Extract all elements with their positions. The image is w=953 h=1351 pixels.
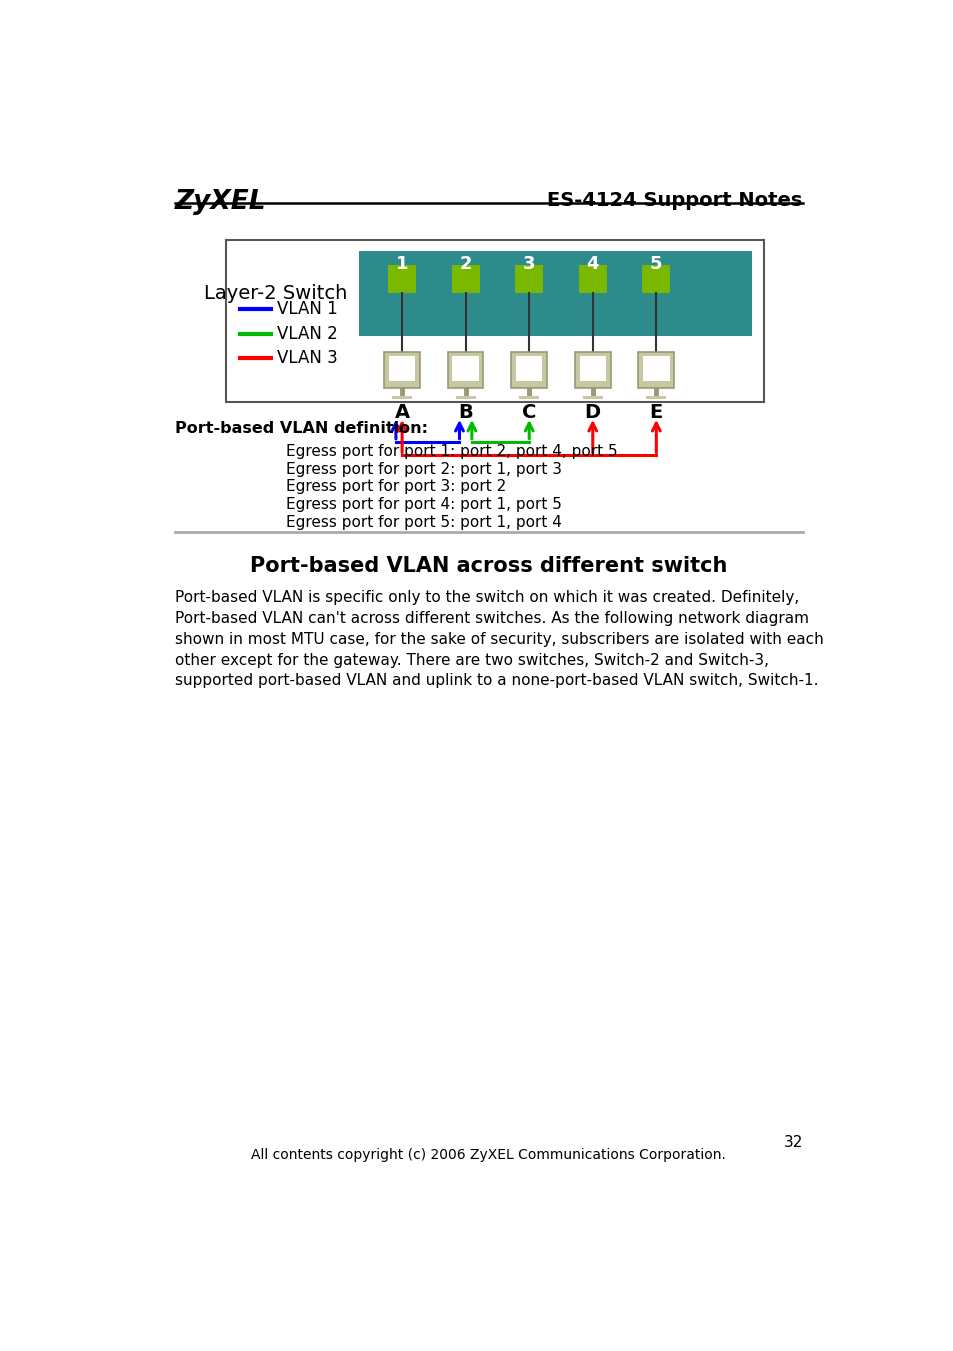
Text: C: C [521, 403, 536, 422]
Text: Egress port for port 5: port 1, port 4: Egress port for port 5: port 1, port 4 [286, 515, 561, 530]
Text: Egress port for port 2: port 1, port 3: Egress port for port 2: port 1, port 3 [286, 462, 561, 477]
Text: VLAN 3: VLAN 3 [277, 350, 337, 367]
Bar [359, 251, 752, 336]
Text: 1: 1 [395, 254, 408, 273]
Text: VLAN 2: VLAN 2 [277, 324, 337, 343]
Text: shown in most MTU case, for the sake of security, subscribers are isolated with : shown in most MTU case, for the sake of … [174, 632, 823, 647]
Bar [582, 396, 602, 400]
Text: Egress port for port 3: port 2: Egress port for port 3: port 2 [286, 480, 506, 494]
Bar [384, 351, 419, 389]
Bar [226, 240, 763, 401]
Text: E: E [649, 403, 662, 422]
Text: Egress port for port 4: port 1, port 5: Egress port for port 4: port 1, port 5 [286, 497, 561, 512]
Text: VLAN 1: VLAN 1 [277, 300, 337, 319]
Text: Port-based VLAN across different switch: Port-based VLAN across different switch [250, 555, 727, 576]
Text: Port-based VLAN definition:: Port-based VLAN definition: [174, 422, 428, 436]
Bar [578, 265, 606, 293]
Text: 4: 4 [586, 254, 598, 273]
Text: B: B [457, 403, 473, 422]
Bar [575, 351, 610, 389]
Text: other except for the gateway. There are two switches, Switch-2 and Switch-3,: other except for the gateway. There are … [174, 653, 768, 667]
Text: All contents copyright (c) 2006 ZyXEL Communications Corporation.: All contents copyright (c) 2006 ZyXEL Co… [252, 1148, 725, 1162]
Bar [447, 351, 483, 389]
Text: D: D [584, 403, 600, 422]
Text: Layer-2 Switch: Layer-2 Switch [204, 284, 348, 303]
Bar [642, 357, 669, 381]
Text: Port-based VLAN can't across different switches. As the following network diagra: Port-based VLAN can't across different s… [174, 611, 808, 626]
Bar [388, 265, 416, 293]
Bar [456, 396, 476, 400]
Bar [516, 357, 542, 381]
Bar [392, 396, 412, 400]
Bar [452, 265, 479, 293]
Bar [518, 396, 538, 400]
Bar [452, 357, 478, 381]
Bar [645, 396, 666, 400]
Text: 5: 5 [649, 254, 662, 273]
Bar [638, 351, 674, 389]
Text: 3: 3 [522, 254, 535, 273]
Text: ZyXEL: ZyXEL [174, 189, 266, 215]
Text: Egress port for port 1: port 2, port 4, port 5: Egress port for port 1: port 2, port 4, … [286, 444, 617, 459]
Text: 2: 2 [459, 254, 472, 273]
Bar [641, 265, 670, 293]
Bar [389, 357, 415, 381]
Bar [515, 265, 542, 293]
Bar [579, 357, 605, 381]
Text: 32: 32 [782, 1135, 802, 1150]
Text: supported port-based VLAN and uplink to a none-port-based VLAN switch, Switch-1.: supported port-based VLAN and uplink to … [174, 673, 818, 689]
Text: ES-4124 Support Notes: ES-4124 Support Notes [547, 190, 802, 209]
Bar [511, 351, 546, 389]
Text: A: A [395, 403, 409, 422]
Text: Port-based VLAN is specific only to the switch on which it was created. Definite: Port-based VLAN is specific only to the … [174, 590, 799, 605]
